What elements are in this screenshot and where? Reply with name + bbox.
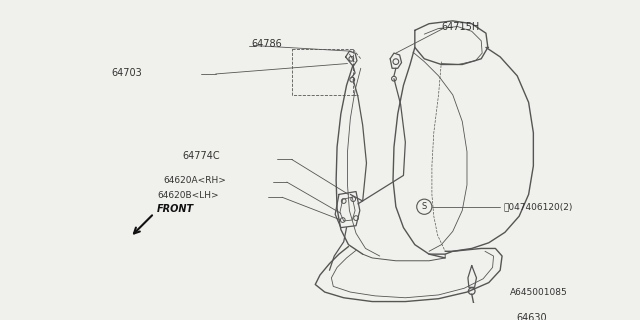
Text: 64620A<RH>: 64620A<RH>: [164, 176, 227, 185]
Text: FRONT: FRONT: [157, 204, 194, 214]
Text: 64630: 64630: [516, 313, 547, 320]
Text: Ⓢ047406120(2): Ⓢ047406120(2): [503, 202, 572, 211]
Text: 64703: 64703: [111, 68, 142, 78]
Text: A645001085: A645001085: [509, 288, 568, 297]
Text: 64715H: 64715H: [442, 21, 479, 32]
Text: 64774C: 64774C: [182, 151, 220, 162]
Text: 64786: 64786: [252, 39, 282, 49]
Text: S: S: [422, 202, 427, 211]
Text: 64620B<LH>: 64620B<LH>: [157, 191, 218, 200]
